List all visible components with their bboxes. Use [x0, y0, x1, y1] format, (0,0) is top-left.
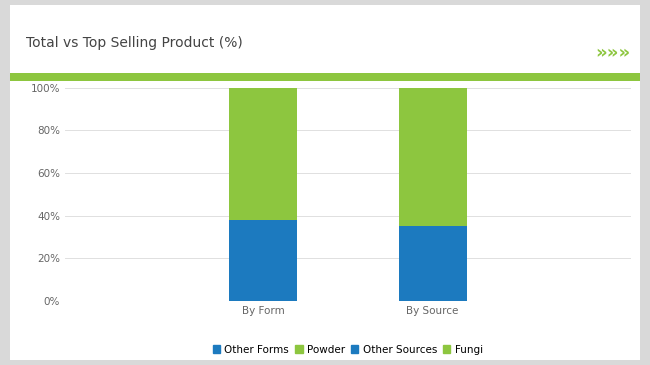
Bar — [398, 88, 467, 226]
Bar — [229, 220, 297, 301]
Bar — [398, 226, 467, 301]
Text: Total vs Top Selling Product (%): Total vs Top Selling Product (%) — [25, 36, 242, 50]
Legend: Other Forms, Powder, Other Sources, Fungi: Other Forms, Powder, Other Sources, Fung… — [213, 345, 483, 355]
Bar — [229, 88, 297, 220]
Text: »»»: »»» — [595, 44, 630, 62]
